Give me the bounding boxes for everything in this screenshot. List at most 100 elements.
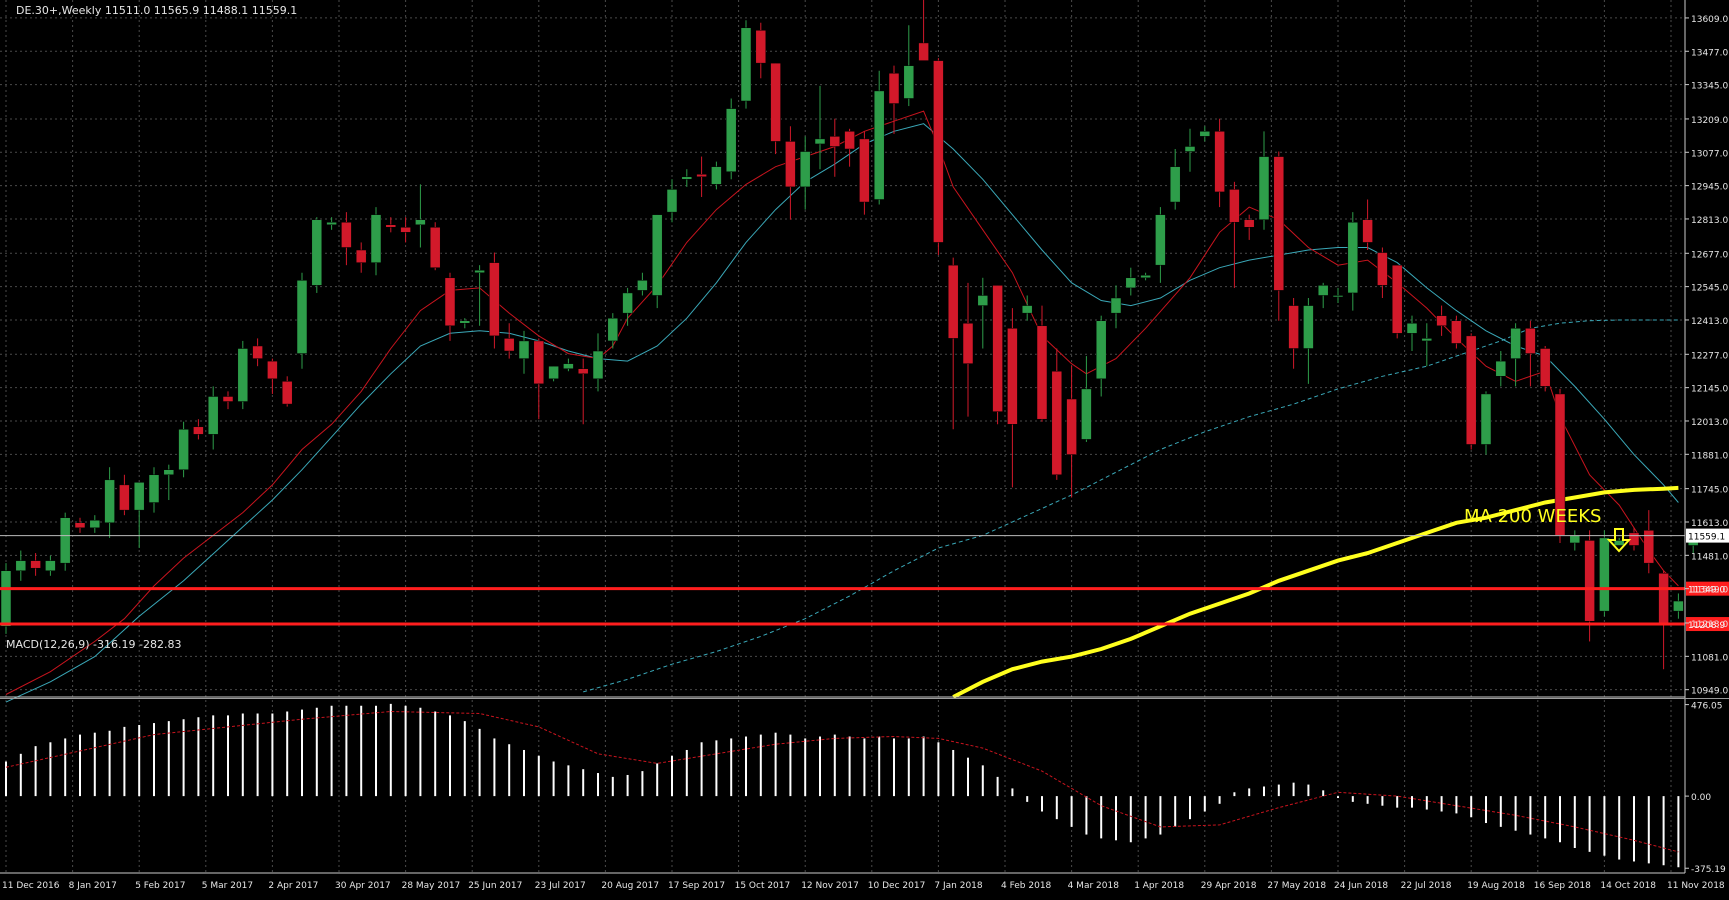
candle-body <box>1155 214 1166 266</box>
candle-body <box>1539 348 1551 387</box>
candle-body <box>385 224 397 228</box>
price-tick-label: 12545.0 <box>1691 284 1728 294</box>
candle-body <box>563 363 574 369</box>
candle-body <box>237 348 249 402</box>
candle-body <box>1273 156 1285 291</box>
date-tick-label: 1 Apr 2018 <box>1134 881 1184 891</box>
date-tick-label: 24 Jun 2018 <box>1334 881 1388 891</box>
candle-body <box>45 560 56 571</box>
candle-body <box>1495 360 1507 377</box>
candle-body <box>844 131 855 150</box>
price-tick-label: 12677.0 <box>1691 250 1728 260</box>
candle-body <box>622 292 633 314</box>
candle-body <box>1332 295 1344 298</box>
candle-body <box>1007 328 1018 425</box>
candle-body <box>918 42 929 61</box>
candle-body <box>0 570 12 627</box>
candle-body <box>637 280 648 291</box>
date-tick-label: 30 Apr 2017 <box>335 881 391 891</box>
price-tick-label: 12013.0 <box>1691 418 1728 428</box>
candle-body <box>1169 166 1181 203</box>
candle-body <box>296 280 308 354</box>
candle-body <box>1362 219 1373 243</box>
candle-body <box>489 262 500 337</box>
candle-body <box>104 479 115 524</box>
date-tick-label: 11 Nov 2018 <box>1667 881 1725 891</box>
date-tick-label: 12 Nov 2017 <box>801 881 859 891</box>
price-tick-label: 11349.0 <box>1691 586 1728 596</box>
candle-body <box>1140 275 1151 279</box>
candle-body <box>326 221 337 226</box>
candle-body <box>415 219 426 226</box>
candle-body <box>873 90 885 200</box>
price-tick-label: 13477.0 <box>1691 48 1728 58</box>
candle-body <box>400 227 411 233</box>
candle-body <box>474 269 485 273</box>
support-price-tag <box>1686 617 1729 632</box>
macd-tick-label: 476.05 <box>1691 702 1723 712</box>
candle-body <box>577 368 589 375</box>
candle-body <box>15 560 27 571</box>
candle-body <box>681 176 693 180</box>
candle-body <box>1525 328 1536 354</box>
candle-body <box>814 138 826 145</box>
date-tick-label: 15 Oct 2017 <box>735 881 791 891</box>
support-price-tag <box>1686 581 1729 596</box>
candle-body <box>1095 320 1107 380</box>
price-tick-label: 11481.0 <box>1691 552 1728 562</box>
date-tick-label: 20 Aug 2017 <box>601 881 659 891</box>
candle-body <box>148 474 160 503</box>
candle-body <box>1436 315 1447 327</box>
candle-body <box>666 189 678 213</box>
candle-body <box>711 166 722 185</box>
candle-body <box>1051 370 1063 476</box>
price-tick-label: 11081.0 <box>1691 653 1728 663</box>
date-tick-label: 10 Dec 2017 <box>868 881 926 891</box>
ma-long-line <box>583 319 1679 693</box>
candle-body <box>947 264 959 339</box>
candle-body <box>1391 264 1403 334</box>
date-tick-label: 2 Apr 2017 <box>268 881 318 891</box>
macd-tick-label: -375.19 <box>1691 865 1726 875</box>
price-tick-label: 10949.0 <box>1691 687 1728 697</box>
date-tick-label: 17 Sep 2017 <box>668 881 725 891</box>
date-tick-label: 8 Jan 2017 <box>69 881 117 891</box>
candle-body <box>933 60 944 243</box>
price-tick-label: 11745.0 <box>1691 486 1728 496</box>
candle-body <box>59 517 71 564</box>
ma-fast-line <box>5 110 1679 695</box>
candle-body <box>252 345 263 359</box>
candle-body <box>207 396 219 435</box>
candle-body <box>962 322 974 364</box>
candle-body <box>725 108 737 172</box>
date-tick-label: 25 Jun 2017 <box>468 881 522 891</box>
candle-body <box>1658 573 1669 625</box>
candle-body <box>651 214 663 296</box>
candle-body <box>755 30 767 64</box>
date-tick-label: 16 Sep 2018 <box>1534 881 1591 891</box>
date-tick-label: 11 Dec 2016 <box>2 881 60 891</box>
candle-body <box>1243 219 1255 228</box>
candle-body <box>1125 277 1137 289</box>
candle-body <box>829 136 841 147</box>
candle-body <box>89 519 101 529</box>
candle-body <box>1258 156 1270 220</box>
candle-body <box>1569 535 1581 544</box>
candle-body <box>592 350 604 380</box>
candle-body <box>1510 328 1521 359</box>
price-tick-label: 12413.0 <box>1691 317 1728 327</box>
candle-body <box>859 138 870 203</box>
panel-separator <box>0 698 1729 699</box>
candle-body <box>1081 388 1092 440</box>
candle-body <box>1317 285 1329 296</box>
date-tick-label: 28 May 2017 <box>402 881 461 891</box>
candle-body <box>977 295 989 306</box>
candle-body <box>1480 393 1492 445</box>
candle-body <box>444 277 456 327</box>
candle-body <box>607 317 619 342</box>
price-tick-label: 11881.0 <box>1691 451 1728 461</box>
price-tick-label: 13209.0 <box>1691 116 1728 126</box>
date-tick-label: 22 Jul 2018 <box>1401 881 1452 891</box>
